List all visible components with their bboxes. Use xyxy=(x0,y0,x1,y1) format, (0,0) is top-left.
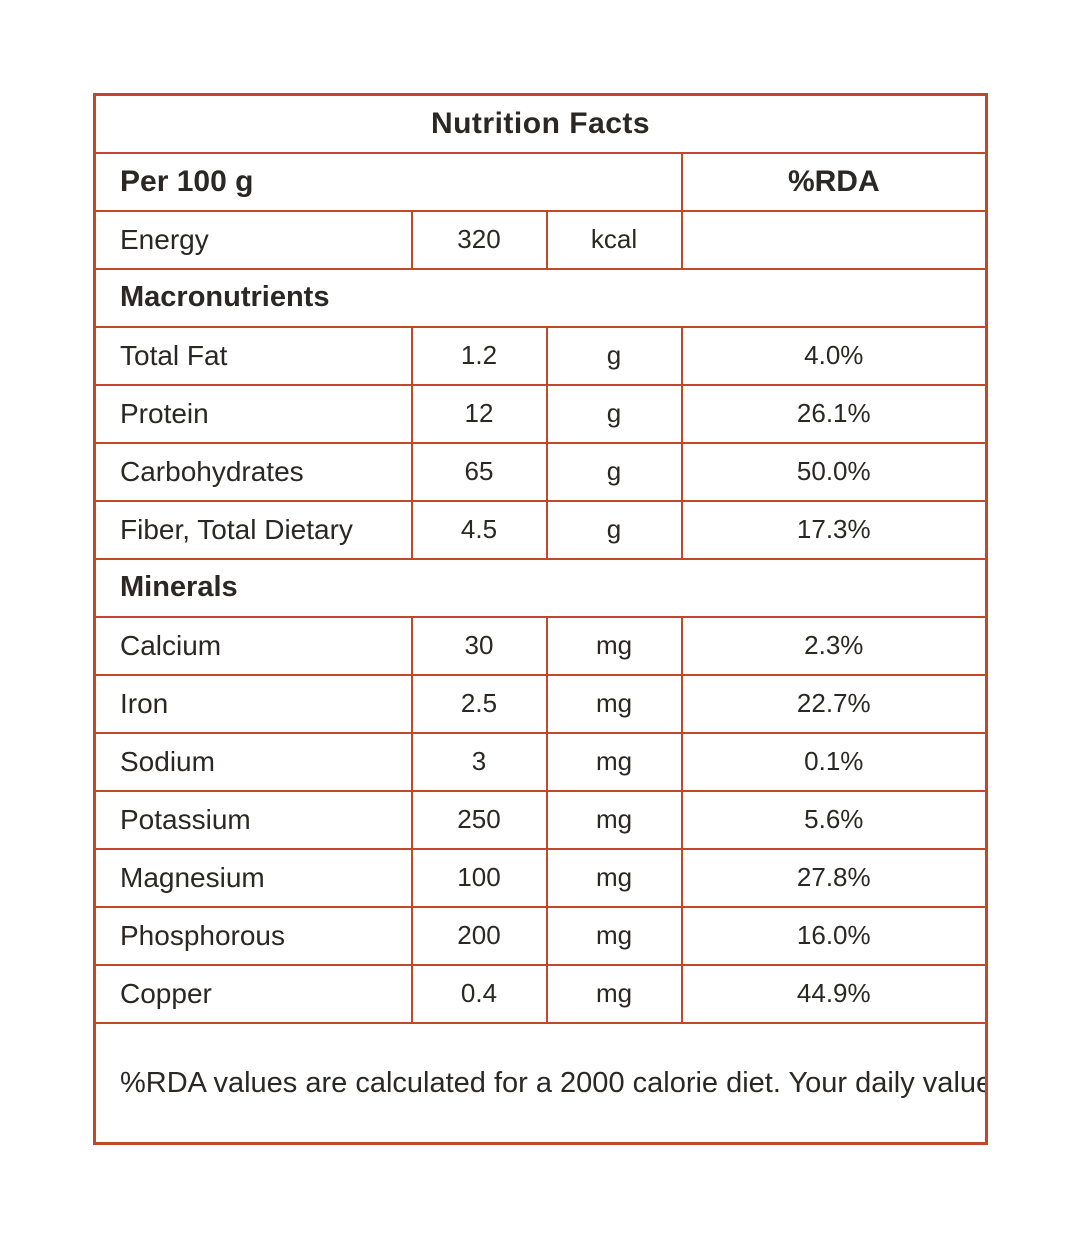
rda-column-header: %RDA xyxy=(680,151,988,212)
nutrient-value: 1.2 xyxy=(410,325,548,386)
nutrient-unit: kcal xyxy=(545,209,683,270)
nutrient-rda: 22.7% xyxy=(680,673,988,734)
nutrient-label: Magnesium xyxy=(93,847,413,908)
nutrient-label: Carbohydrates xyxy=(93,441,413,502)
nutrient-unit: g xyxy=(545,383,683,444)
title-row: Nutrition Facts xyxy=(93,93,988,154)
nutrient-label: Calcium xyxy=(93,615,413,676)
nutrient-value: 65 xyxy=(410,441,548,502)
table-row: Copper 0.4 mg 44.9% xyxy=(93,963,988,1024)
nutrient-label: Sodium xyxy=(93,731,413,792)
nutrient-rda xyxy=(680,209,988,270)
nutrient-rda: 4.0% xyxy=(680,325,988,386)
nutrient-unit: mg xyxy=(545,963,683,1024)
nutrient-label: Total Fat xyxy=(93,325,413,386)
section-header-minerals: Minerals xyxy=(93,557,988,618)
nutrient-label: Phosphorous xyxy=(93,905,413,966)
nutrient-label: Fiber, Total Dietary xyxy=(93,499,413,560)
table-row: Carbohydrates 65 g 50.0% xyxy=(93,441,988,502)
nutrient-rda: 5.6% xyxy=(680,789,988,850)
rda-footnote: %RDA values are calculated for a 2000 ca… xyxy=(120,1066,985,1099)
table-row: Sodium 3 mg 0.1% xyxy=(93,731,988,792)
nutrient-value: 200 xyxy=(410,905,548,966)
table-row: Iron 2.5 mg 22.7% xyxy=(93,673,988,734)
section-header-macronutrients: Macronutrients xyxy=(93,267,988,328)
footer-row: %RDA values are calculated for a 2000 ca… xyxy=(93,1021,988,1145)
nutrient-label: Protein xyxy=(93,383,413,444)
nutrient-unit: mg xyxy=(545,615,683,676)
table-title: Nutrition Facts xyxy=(93,93,988,154)
nutrient-label: Energy xyxy=(93,209,413,270)
nutrient-unit: mg xyxy=(545,731,683,792)
table-row: Calcium 30 mg 2.3% xyxy=(93,615,988,676)
nutrient-unit: mg xyxy=(545,905,683,966)
nutrient-rda: 26.1% xyxy=(680,383,988,444)
nutrient-rda: 17.3% xyxy=(680,499,988,560)
nutrient-rda: 2.3% xyxy=(680,615,988,676)
nutrient-rda: 44.9% xyxy=(680,963,988,1024)
nutrient-unit: mg xyxy=(545,789,683,850)
nutrient-value: 12 xyxy=(410,383,548,444)
table-row: Fiber, Total Dietary 4.5 g 17.3% xyxy=(93,499,988,560)
nutrient-value: 3 xyxy=(410,731,548,792)
table-row: Phosphorous 200 mg 16.0% xyxy=(93,905,988,966)
nutrient-rda: 27.8% xyxy=(680,847,988,908)
footnote-cell: %RDA values are calculated for a 2000 ca… xyxy=(93,1021,988,1145)
nutrient-value: 100 xyxy=(410,847,548,908)
table-row: Magnesium 100 mg 27.8% xyxy=(93,847,988,908)
table-row: Total Fat 1.2 g 4.0% xyxy=(93,325,988,386)
nutrient-rda: 16.0% xyxy=(680,905,988,966)
nutrient-value: 30 xyxy=(410,615,548,676)
nutrient-value: 0.4 xyxy=(410,963,548,1024)
serving-size-header: Per 100 g xyxy=(93,151,683,212)
section-header-row: Macronutrients xyxy=(93,267,988,328)
nutrient-value: 2.5 xyxy=(410,673,548,734)
nutrient-rda: 0.1% xyxy=(680,731,988,792)
nutrient-value: 320 xyxy=(410,209,548,270)
nutrient-label: Copper xyxy=(93,963,413,1024)
nutrient-unit: mg xyxy=(545,673,683,734)
nutrition-facts-table: Nutrition Facts Per 100 g %RDA Energy 32… xyxy=(93,93,989,1145)
table-row: Protein 12 g 26.1% xyxy=(93,383,988,444)
nutrient-label: Potassium xyxy=(93,789,413,850)
nutrient-unit: g xyxy=(545,441,683,502)
table-row: Potassium 250 mg 5.6% xyxy=(93,789,988,850)
section-header-row: Minerals xyxy=(93,557,988,618)
column-header-row: Per 100 g %RDA xyxy=(93,151,988,212)
nutrient-value: 250 xyxy=(410,789,548,850)
energy-row: Energy 320 kcal xyxy=(93,209,988,270)
nutrient-value: 4.5 xyxy=(410,499,548,560)
nutrient-unit: g xyxy=(545,325,683,386)
nutrient-unit: mg xyxy=(545,847,683,908)
nutrient-unit: g xyxy=(545,499,683,560)
nutrient-label: Iron xyxy=(93,673,413,734)
nutrient-rda: 50.0% xyxy=(680,441,988,502)
